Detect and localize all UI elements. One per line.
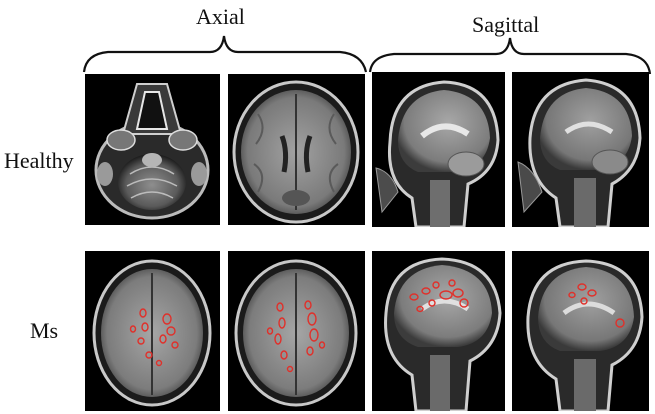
axial-brace [82, 35, 368, 73]
mri-healthy-axial-1 [85, 74, 220, 225]
mri-healthy-axial-2 [228, 74, 365, 225]
group-braces [82, 35, 652, 75]
mri-ms-axial-2 [228, 251, 365, 411]
mri-healthy-sagittal-1 [372, 72, 505, 227]
lesion-markers [129, 308, 179, 367]
lesion-markers [409, 279, 469, 313]
header-sagittal: Sagittal [472, 12, 540, 37]
lesion-markers [568, 283, 625, 328]
mri-ms-axial-1 [85, 251, 220, 411]
mri-healthy-sagittal-2 [512, 72, 649, 227]
sagittal-brace [368, 37, 652, 75]
row-label-healthy: Healthy [4, 148, 74, 173]
mri-ms-sagittal-1 [372, 251, 505, 411]
header-axial: Axial [196, 4, 245, 29]
row-label-ms: Ms [30, 318, 59, 343]
mri-ms-sagittal-2 [512, 251, 649, 411]
lesion-markers [266, 300, 326, 373]
